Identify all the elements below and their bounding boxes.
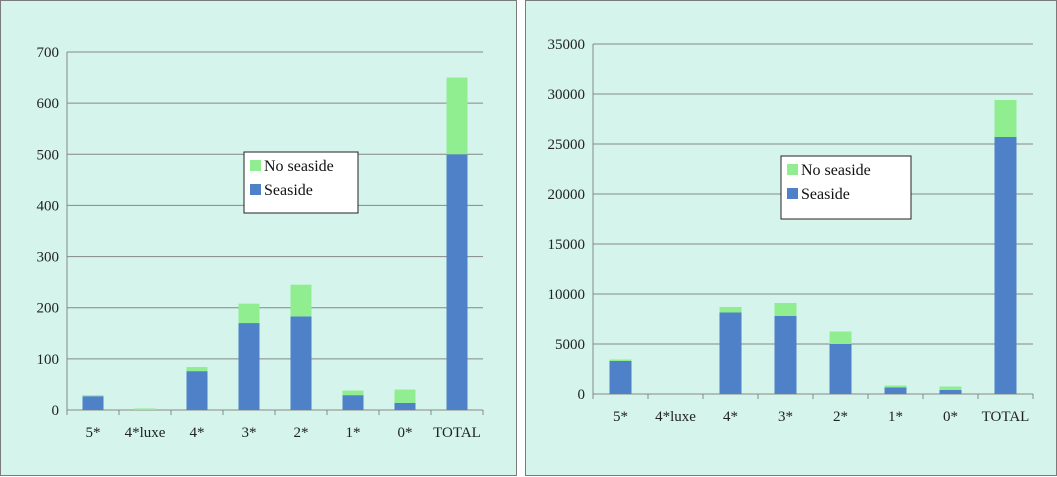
y-tick-label: 500 [37, 147, 60, 163]
y-tick-label: 25000 [548, 137, 586, 153]
legend-swatch-no-seaside [250, 160, 261, 171]
legend-box [243, 151, 359, 214]
bar-seaside [394, 402, 416, 410]
legend: No seaside Seaside [243, 151, 359, 214]
y-tick-label: 30000 [548, 87, 586, 103]
x-tick-label: 4*luxe [125, 425, 166, 441]
bar-seaside [884, 387, 907, 394]
y-tick-label: 10000 [548, 287, 586, 303]
x-tick-label: TOTAL [982, 409, 1030, 425]
bar-no-seaside [884, 385, 907, 388]
y-tick-label: 100 [37, 352, 60, 368]
bar-no-seaside [774, 303, 797, 316]
y-tick-label: 700 [37, 45, 60, 61]
x-tick-label: 1* [888, 409, 903, 425]
x-tick-label: 0* [943, 409, 958, 425]
bar-no-seaside [994, 100, 1017, 137]
bar-seaside [186, 371, 208, 410]
legend-label-no-seaside: No seaside [801, 162, 871, 179]
x-tick-label: 2* [833, 409, 848, 425]
bar-no-seaside [829, 331, 852, 344]
y-tick-label: 15000 [548, 237, 586, 253]
bar-no-seaside [446, 77, 468, 155]
x-tick-label: 4* [723, 409, 738, 425]
bar-no-seaside [719, 307, 742, 313]
x-tick-label: 5* [613, 409, 628, 425]
chart-panel-left: 0 100 200 300 400 500 600 700 5* 4*luxe 4* 3* 2* 1* 0*… [0, 0, 517, 476]
bar-no-seaside [186, 367, 208, 372]
y-tick-label: 400 [37, 198, 60, 214]
legend-label-seaside: Seaside [801, 186, 850, 203]
x-tick-label: 2* [294, 425, 309, 441]
y-tick-label: 600 [37, 96, 60, 112]
x-tick-label: 0* [398, 425, 413, 441]
x-tick-label: 4* [190, 425, 205, 441]
x-tick-label: 1* [346, 425, 361, 441]
bar-seaside [939, 390, 962, 394]
y-tick-label: 200 [37, 301, 60, 317]
chart-right: 0 5000 10000 15000 20000 25000 30000 35000 5* 4*l… [548, 37, 1034, 425]
y-tick-label: 35000 [548, 37, 586, 53]
y-tick-label: 0 [578, 387, 586, 403]
y-tick-label: 0 [52, 403, 60, 419]
bar-seaside [238, 323, 260, 410]
bar-no-seaside [342, 390, 364, 396]
x-tick-label: 5* [86, 425, 101, 441]
bar-no-seaside [609, 359, 632, 361]
legend-swatch-no-seaside [787, 164, 798, 175]
legend-label-seaside: Seaside [264, 182, 313, 199]
bar-seaside [446, 154, 468, 410]
y-tick-label: 300 [37, 250, 60, 266]
x-tick-label: 3* [778, 409, 793, 425]
x-tick-label: 4*luxe [655, 409, 696, 425]
y-tick-label: 5000 [555, 337, 585, 353]
bar-seaside [994, 137, 1017, 394]
bar-seaside [774, 316, 797, 394]
legend-swatch-seaside [250, 184, 261, 195]
legend: No seaside Seaside [780, 155, 912, 220]
bar-no-seaside [394, 389, 416, 403]
x-tick-label: 3* [242, 425, 257, 441]
legend-swatch-seaside [787, 188, 798, 199]
chart-panel-right: 0 5000 10000 15000 20000 25000 30000 35000 5* 4*l… [525, 0, 1057, 476]
bar-seaside [290, 316, 312, 410]
bar-seaside [342, 395, 364, 410]
bar-no-seaside [290, 284, 312, 317]
bar-seaside [829, 344, 852, 394]
bar-seaside [609, 361, 632, 394]
bar-no-seaside [82, 395, 104, 397]
bar-no-seaside [134, 408, 156, 410]
bar-seaside [82, 396, 104, 410]
legend-box [780, 155, 912, 220]
bar-seaside [719, 312, 742, 394]
bar-no-seaside [939, 386, 962, 390]
chart-left: 0 100 200 300 400 500 600 700 5* 4*luxe 4* 3* 2* 1* 0*… [37, 45, 484, 441]
bar-no-seaside [238, 303, 260, 324]
legend-label-no-seaside: No seaside [264, 158, 334, 175]
x-tick-label: TOTAL [433, 425, 481, 441]
y-tick-label: 20000 [548, 187, 586, 203]
